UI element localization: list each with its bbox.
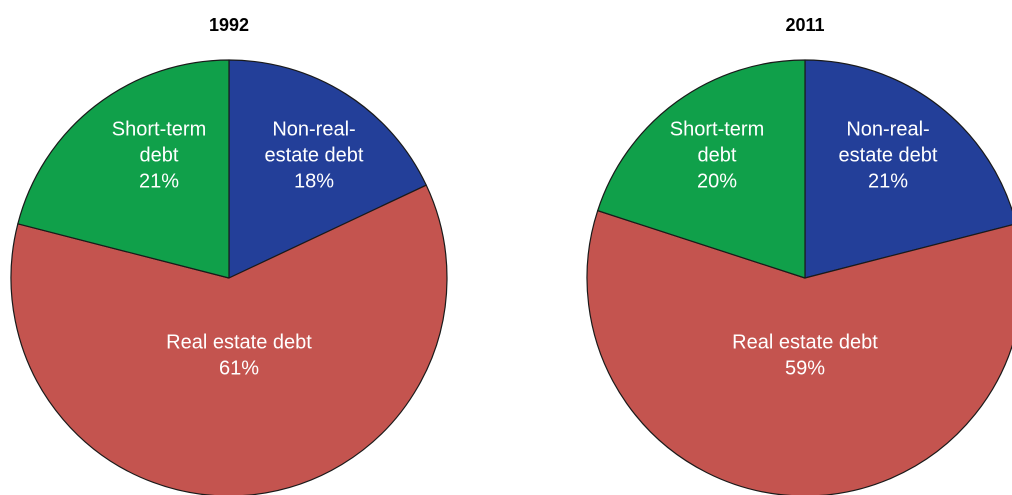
slice-name-label: Non-real-	[846, 118, 929, 140]
slice-label-re-2011: Real estate debt 59%	[732, 331, 878, 379]
slice-name-label: Short-term	[112, 118, 206, 140]
slice-label-re-1992: Real estate debt 61%	[166, 331, 312, 379]
chart-title-1992: 1992	[209, 15, 249, 35]
slice-value-label: 18%	[294, 170, 334, 192]
slice-name-label: Real estate debt	[166, 331, 312, 353]
slice-name-label: Short-term	[670, 118, 764, 140]
pie-slice-nonre-2011	[804, 59, 1012, 279]
slice-value-label: 20%	[697, 170, 737, 192]
slice-name-label: Real estate debt	[732, 331, 878, 353]
pie-slice-st-1992	[17, 59, 230, 279]
pie-slice-re-1992	[10, 184, 448, 495]
slice-name-label: debt	[140, 144, 179, 166]
slice-label-nonre-1992: Non-real-estate debt 18%	[265, 118, 364, 192]
slice-name-label: estate debt	[265, 144, 364, 166]
slice-label-st-1992: Short-term debt 21%	[112, 118, 206, 192]
slice-value-label: 21%	[868, 170, 908, 192]
slice-label-nonre-2011: Non-real-estate debt 21%	[839, 118, 938, 192]
slice-value-label: 61%	[219, 357, 259, 379]
slice-value-label: 59%	[785, 357, 825, 379]
slice-value-label: 21%	[139, 170, 179, 192]
pie-slices-2011	[586, 59, 1012, 495]
chart-title-2011: 2011	[785, 15, 824, 35]
slice-name-label: debt	[698, 144, 737, 166]
slice-label-st-2011: Short-term debt 20%	[670, 118, 764, 192]
pie-slice-st-2011	[597, 59, 806, 279]
slice-name-label: Non-real-	[272, 118, 355, 140]
pie-slice-re-2011	[586, 210, 1012, 495]
pie-labels-2011: Non-real-estate debt 21% Real estate debt 5…	[670, 118, 938, 379]
pie-slices-1992	[10, 59, 448, 495]
pie-chart-2011: 2011 Non-real-estate debt 21% Real estate …	[586, 15, 1012, 495]
pie-slice-nonre-1992	[228, 59, 427, 279]
slice-name-label: estate debt	[839, 144, 938, 166]
pie-labels-1992: Non-real-estate debt 18% Real estate debt 6…	[112, 118, 364, 379]
pie-chart-1992: 1992 Non-real-estate debt 18% Real estate …	[10, 15, 448, 495]
